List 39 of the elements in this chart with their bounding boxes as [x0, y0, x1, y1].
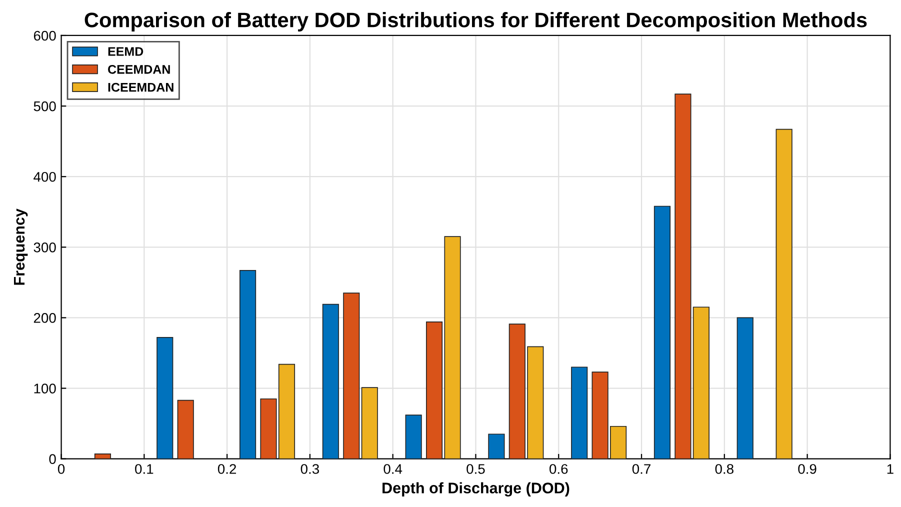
bar — [776, 128, 792, 459]
bar — [361, 387, 378, 459]
x-tick-label: 0.9 — [798, 464, 816, 474]
x-tick-label: 0.5 — [466, 464, 485, 474]
bar — [94, 453, 112, 459]
bar — [488, 434, 505, 459]
bar — [177, 400, 194, 459]
x-tick-label: 0.6 — [550, 464, 568, 474]
bar — [322, 304, 339, 459]
bar — [692, 306, 710, 459]
bar — [343, 292, 360, 459]
y-axis-title: Frequency — [14, 208, 28, 285]
y-tick-label: 500 — [34, 101, 56, 112]
x-tick-label: 0.8 — [715, 464, 734, 474]
x-tick-label: 0.1 — [135, 464, 154, 474]
y-tick-label: 600 — [34, 30, 56, 41]
bar — [405, 414, 422, 459]
bar — [674, 94, 692, 459]
bar — [239, 270, 256, 459]
x-tick-label: 0.2 — [218, 464, 236, 474]
y-tick-label: 0 — [49, 454, 56, 464]
y-tick-label: 400 — [34, 172, 56, 182]
bar — [571, 366, 588, 459]
y-tick-label: 100 — [34, 384, 56, 394]
legend-label: CEEMDAN — [108, 64, 170, 74]
y-tick-label: 300 — [34, 242, 56, 252]
x-tick-label: 0 — [58, 464, 65, 474]
legend-label: ICEEMDAN — [108, 82, 174, 92]
bar — [654, 206, 671, 459]
chart-title: Comparison of Battery DOD Distributions for Different Decomposition Methods — [84, 12, 867, 32]
x-axis-title: Depth of Discharge (DOD) — [382, 482, 570, 497]
y-tick-label: 200 — [34, 313, 56, 323]
x-tick-label: 0.4 — [384, 464, 402, 474]
legend-label: EEMD — [108, 47, 144, 56]
x-tick-label: 1 — [887, 464, 894, 474]
bar — [736, 317, 754, 459]
x-tick-label: 0.3 — [300, 464, 319, 474]
x-tick-label: 0.7 — [632, 464, 650, 474]
bar — [156, 337, 174, 459]
